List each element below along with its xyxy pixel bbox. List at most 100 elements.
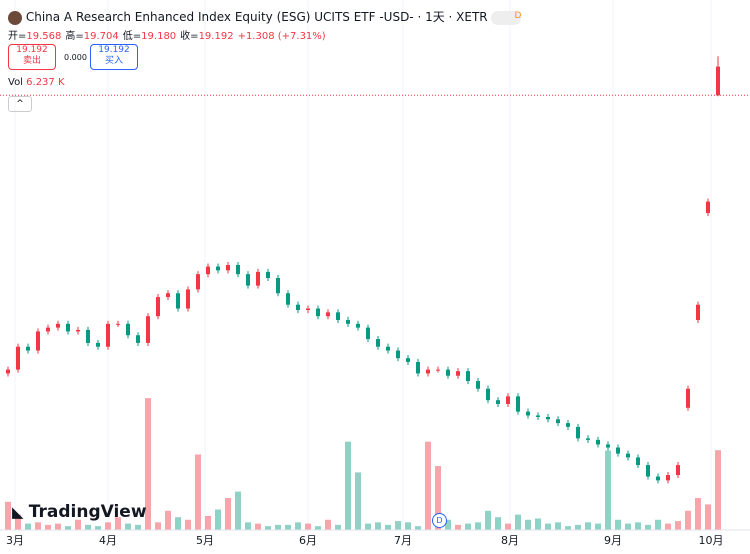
candle-body	[496, 400, 500, 404]
volume-bar	[135, 524, 141, 530]
x-tick-label: 5月	[196, 534, 214, 547]
volume-bar	[15, 514, 21, 530]
candle-body	[226, 265, 230, 271]
volume-bar	[535, 518, 541, 530]
x-tick-label: 9月	[604, 534, 622, 547]
candle-body	[596, 439, 600, 445]
volume-bar	[565, 526, 571, 530]
ohlc-value: 19.192	[198, 31, 234, 42]
volume-bar	[305, 523, 311, 530]
candle-body	[486, 388, 490, 401]
volume-bar	[335, 524, 341, 530]
x-tick-label: 6月	[299, 534, 317, 547]
candle-body	[446, 369, 450, 376]
volume-bar	[415, 526, 421, 530]
candle-body	[506, 396, 510, 404]
candle-body	[466, 371, 470, 382]
volume-bar	[205, 515, 211, 530]
buy-label: 买入	[104, 56, 123, 66]
volume-bar	[105, 522, 111, 530]
candle-body	[406, 358, 410, 362]
volume-bar	[665, 523, 671, 530]
candle-body	[606, 444, 610, 448]
candle-body	[76, 329, 80, 332]
candle-body	[296, 304, 300, 311]
x-tick-label: 3月	[6, 534, 24, 547]
candle-body	[696, 304, 700, 320]
candle-body	[616, 447, 620, 454]
volume-bar	[495, 517, 501, 530]
volume-bar	[275, 524, 281, 530]
candle-body	[476, 381, 480, 389]
candle-body	[316, 308, 320, 317]
buy-price: 19.192	[98, 45, 130, 55]
candle-body	[236, 265, 240, 275]
volume-bar	[255, 523, 261, 530]
candle-body	[556, 419, 560, 424]
candle-body	[256, 271, 260, 286]
candle-body	[106, 323, 110, 347]
volume-bar	[475, 522, 481, 530]
candle-body	[386, 346, 390, 351]
volume-bar	[185, 519, 191, 530]
volume-bar	[235, 491, 241, 530]
volume-bar	[295, 522, 301, 530]
volume-bar	[595, 523, 601, 530]
volume-bar	[35, 522, 41, 530]
candle-body	[706, 201, 710, 214]
volume-bar	[215, 509, 221, 530]
candle-body	[646, 465, 650, 477]
logo-text: TradingView	[28, 502, 147, 522]
ohlc-value: 19.568	[26, 31, 62, 42]
volume-bar	[285, 524, 291, 530]
x-tick-label: 8月	[501, 534, 519, 547]
candle-body	[6, 369, 10, 374]
buy-button[interactable]: 19.192 买入	[90, 44, 138, 70]
volume-bar	[685, 510, 691, 530]
candle-body	[306, 308, 310, 311]
candle-body	[56, 323, 60, 328]
volume-bar	[635, 522, 641, 530]
candle-body	[46, 327, 50, 332]
volume-bar	[405, 522, 411, 530]
volume-bar	[645, 524, 651, 530]
candle-body	[176, 293, 180, 309]
title: China A Research Enhanced Index Equity (…	[25, 10, 488, 24]
volume-bar	[355, 472, 361, 530]
volume-bar	[175, 517, 181, 530]
sell-label: 卖出	[22, 56, 41, 66]
candle-body	[626, 453, 630, 458]
candle-body	[396, 350, 400, 359]
volume-bar	[115, 517, 121, 530]
ohlc-label: 高=	[65, 31, 84, 42]
volume-bar	[385, 524, 391, 530]
candle-body	[196, 274, 200, 290]
volume-bar	[315, 526, 321, 530]
candle-body	[376, 339, 380, 347]
candle-body	[436, 369, 440, 371]
candle-body	[206, 266, 210, 275]
volume-bar	[155, 522, 161, 530]
volume-bar	[485, 510, 491, 530]
volume-bar	[555, 522, 561, 530]
volume-bar	[425, 441, 431, 530]
volume-label: Vol	[8, 77, 23, 88]
volume-bar	[515, 514, 521, 530]
collapse-button[interactable]: ^	[8, 96, 32, 112]
candle-body	[86, 329, 90, 343]
badge-pill[interactable]: D	[491, 10, 522, 25]
candle-body	[416, 361, 420, 374]
candle-body	[546, 416, 550, 420]
dividend-badge[interactable]: D	[432, 513, 447, 528]
candle-body	[656, 476, 660, 481]
sell-button[interactable]: 19.192 卖出	[8, 44, 56, 70]
volume-bar	[465, 523, 471, 530]
candle-body	[456, 371, 460, 376]
candle-body	[66, 323, 70, 332]
ohlc-value: 19.180	[141, 31, 177, 42]
volume-bar	[245, 522, 251, 530]
sell-price: 19.192	[16, 45, 48, 55]
candle-body	[426, 369, 430, 374]
volume-bar	[455, 524, 461, 530]
